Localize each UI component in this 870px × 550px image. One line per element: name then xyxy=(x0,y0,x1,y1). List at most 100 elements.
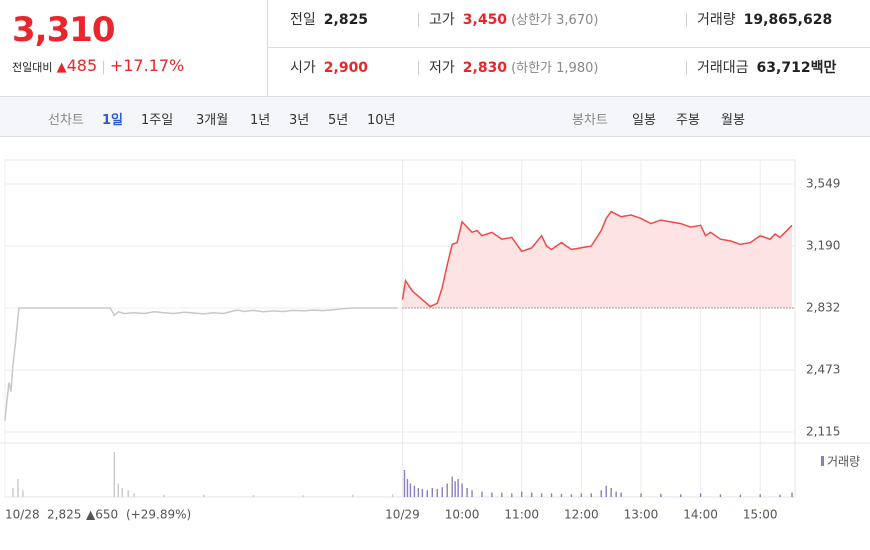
value: 19,865,628 xyxy=(743,12,833,28)
value: 2,900 xyxy=(323,60,369,76)
legend-swatch xyxy=(821,456,824,466)
area xyxy=(402,211,793,308)
price-line xyxy=(4,307,398,421)
volume-bar xyxy=(570,494,573,497)
toolbar-item[interactable]: 5년 xyxy=(328,113,349,128)
toolbar-item[interactable]: 일봉 xyxy=(632,113,656,128)
volume-bar xyxy=(436,488,438,497)
y-tick-label: 2,115 xyxy=(806,425,840,439)
volume-bar xyxy=(560,493,563,497)
unit: 백만 xyxy=(810,60,837,76)
legend-label: 거래량 xyxy=(827,455,860,469)
x-tick-label: 11:00 xyxy=(504,508,539,522)
x-tick-label: 14:00 xyxy=(683,508,718,522)
volume-bar xyxy=(511,493,513,497)
label: 시가 xyxy=(290,60,316,76)
volume-bar xyxy=(461,483,463,497)
prev-day-note: ▲650 xyxy=(86,508,118,522)
volume-bar xyxy=(454,481,456,497)
volume-bar xyxy=(550,493,553,497)
volume-bar xyxy=(441,487,443,497)
volume-bar xyxy=(779,494,781,497)
up-triangle: ▲ xyxy=(56,60,67,75)
price-line xyxy=(401,210,793,308)
volume-bar xyxy=(17,479,19,497)
info-cell: 거래대금 63,712백만 xyxy=(686,61,836,75)
value: 2,830 xyxy=(462,60,508,76)
label: 거래량 xyxy=(697,12,736,28)
change-pct: +17.17% xyxy=(109,56,185,75)
volume-bar xyxy=(739,494,742,497)
volume-bar xyxy=(466,488,468,497)
toolbar-item[interactable]: 1년 xyxy=(250,113,271,128)
volume-bar xyxy=(409,483,412,497)
toolbar-item[interactable]: 월봉 xyxy=(721,113,745,128)
volume-bar xyxy=(446,483,448,497)
volume-bar xyxy=(403,470,406,497)
label: 저가 xyxy=(429,60,455,76)
prev-day-note: 2,825 xyxy=(47,508,81,522)
label: 전일 xyxy=(290,12,316,28)
volume-bar xyxy=(580,493,583,497)
volume-bar xyxy=(421,488,424,497)
volume-bar xyxy=(680,494,682,497)
toolbar-item[interactable]: 3년 xyxy=(289,113,310,128)
volume-bar xyxy=(451,476,453,497)
volume-bar xyxy=(352,494,354,497)
toolbar-item[interactable]: 1일 xyxy=(102,113,124,128)
plot-border xyxy=(4,159,796,498)
info-cell: 거래량 19,865,628 xyxy=(686,13,832,27)
volume-bar xyxy=(791,492,793,497)
x-tick-label: 10/28 xyxy=(5,508,40,522)
label: 고가 xyxy=(429,12,455,28)
volume-bar xyxy=(699,493,702,497)
volume-bar xyxy=(521,491,523,497)
volume-bar xyxy=(127,490,129,497)
x-tick-label: 13:00 xyxy=(624,508,659,522)
volume-bar xyxy=(540,493,543,497)
x-tick-label: 10:00 xyxy=(445,508,480,522)
volume-bar xyxy=(640,493,642,497)
volume-bar xyxy=(759,494,761,497)
change: 전일대비 ▲485 | +17.17% xyxy=(12,56,184,75)
volume-bar xyxy=(113,452,116,497)
volume-bar xyxy=(203,494,205,497)
extra: (하한가 1,980) xyxy=(511,61,599,76)
change-label: 전일대비 xyxy=(12,61,53,74)
volume-bar xyxy=(719,494,722,497)
volume-bar xyxy=(426,490,429,497)
info-cell: 고가 3,450 (상한가 3,670) xyxy=(418,12,598,28)
volume-bar xyxy=(163,494,165,497)
volume-bar xyxy=(417,488,420,497)
prev-day-note: (+29.89%) xyxy=(126,508,191,522)
volume-bar xyxy=(660,493,662,497)
volume-bar xyxy=(12,488,14,497)
current-price: 3,310 xyxy=(12,10,116,50)
x-tick-label: 12:00 xyxy=(564,508,599,522)
volume-bar xyxy=(22,490,24,497)
change-value: 485 xyxy=(66,56,98,75)
volume-bar xyxy=(481,491,483,497)
volume-bar xyxy=(620,492,622,497)
toolbar-item[interactable]: 3개월 xyxy=(196,113,229,128)
info-cell: 저가 2,830 (하한가 1,980) xyxy=(418,60,599,76)
price-box: 3,310 전일대비 ▲485 | +17.17% xyxy=(0,0,268,97)
volume-bar xyxy=(117,483,119,497)
volume-bar xyxy=(600,490,602,497)
volume-bar xyxy=(391,494,394,497)
volume-bar xyxy=(133,493,135,497)
toolbar: 선차트 1일 1주일 3개월 1년 3년 5년 10년 봉차트 일봉 주봉 월봉 xyxy=(0,97,870,137)
toolbar-item[interactable]: 10년 xyxy=(367,113,396,128)
label: 거래대금 xyxy=(697,60,749,76)
volume-bar xyxy=(413,485,416,497)
toolbar-item[interactable]: 주봉 xyxy=(676,113,700,128)
y-tick-label: 2,832 xyxy=(806,301,840,315)
toolbar-item: 봉차트 xyxy=(572,113,608,128)
value: 2,825 xyxy=(323,12,369,28)
x-tick-label: 10/29 xyxy=(385,508,420,522)
volume-bar xyxy=(302,495,304,497)
toolbar-item[interactable]: 1주일 xyxy=(141,113,174,128)
info-cell: 전일 2,825 xyxy=(290,0,368,48)
